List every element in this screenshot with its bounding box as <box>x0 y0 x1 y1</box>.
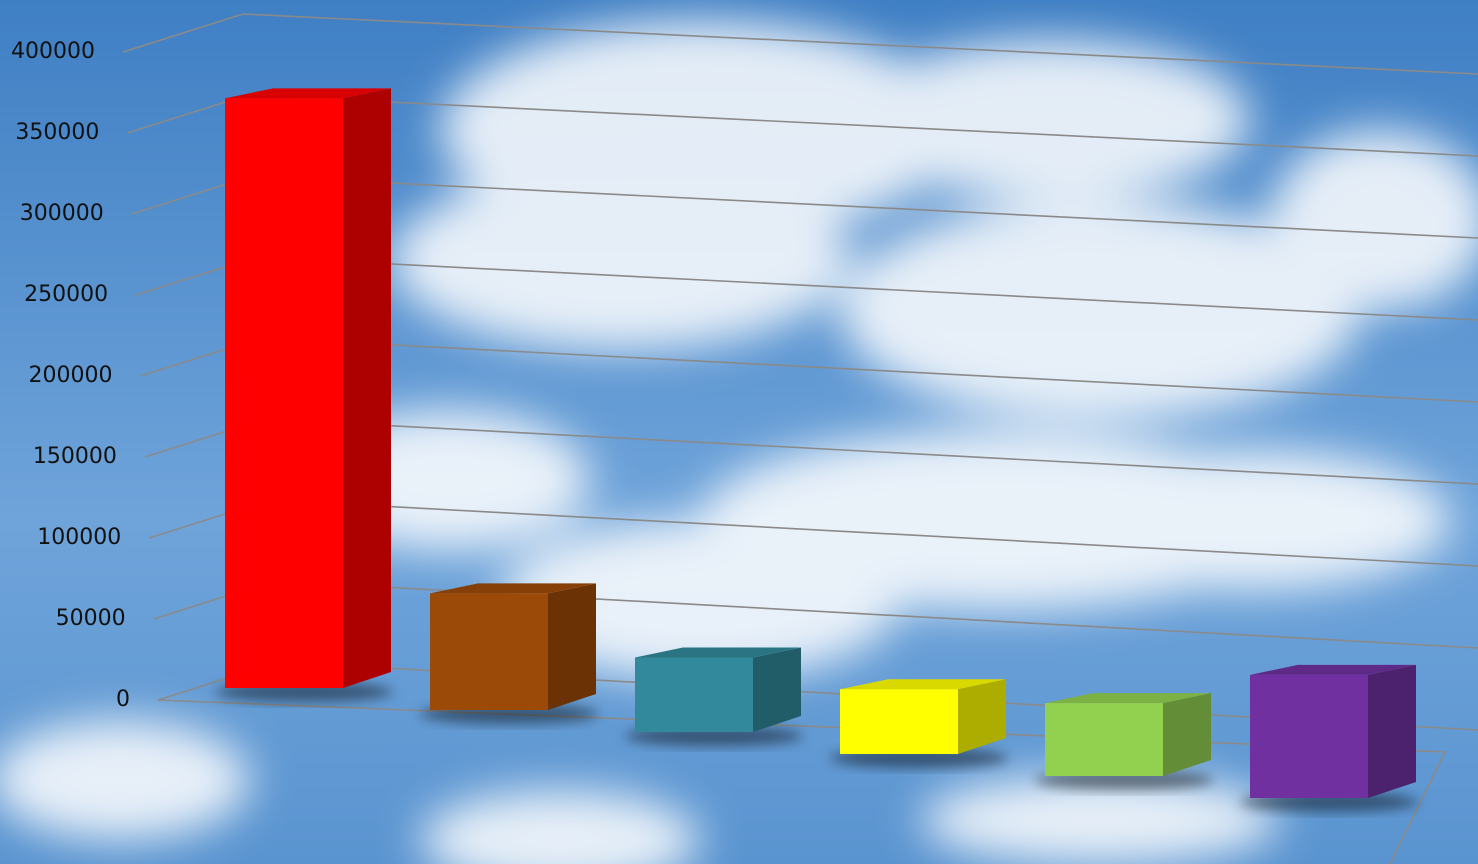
grid-line <box>122 13 1478 75</box>
bar-side <box>753 647 801 732</box>
bar-side <box>958 679 1006 754</box>
bar-top <box>840 679 1006 690</box>
bar-side <box>1368 664 1416 798</box>
grid: 0 50000 100000 150000 200000 250000 300000 3500… <box>11 13 1478 864</box>
bar <box>830 679 1008 768</box>
bars <box>215 88 1418 812</box>
bar-side <box>548 583 596 710</box>
bar-front <box>635 657 753 732</box>
y-tick-label: 0 <box>116 687 130 712</box>
bar-front <box>1045 703 1163 776</box>
y-tick-label: 50000 <box>56 606 126 631</box>
y-tick-label: 150000 <box>33 444 117 469</box>
y-tick-label: 300000 <box>20 201 104 226</box>
bar-front <box>840 689 958 754</box>
y-tick-label: 250000 <box>24 282 108 307</box>
bar <box>1240 664 1418 812</box>
y-tick-label: 400000 <box>11 39 95 64</box>
y-tick-label: 200000 <box>29 363 113 388</box>
bar-top <box>430 583 596 594</box>
bar-front <box>225 98 343 688</box>
y-tick-label: 350000 <box>15 120 99 145</box>
bar-side <box>343 88 391 688</box>
bar <box>625 647 803 746</box>
bar-front <box>1250 674 1368 798</box>
bar-top <box>1045 693 1211 704</box>
bar <box>420 583 598 724</box>
bar-side <box>1163 693 1211 776</box>
y-tick-label: 100000 <box>37 525 121 550</box>
bar-front <box>430 593 548 710</box>
bar-top <box>635 647 801 658</box>
bar <box>215 88 393 702</box>
bar-top <box>1250 664 1416 675</box>
bar-top <box>225 88 391 99</box>
bar <box>1035 693 1213 790</box>
